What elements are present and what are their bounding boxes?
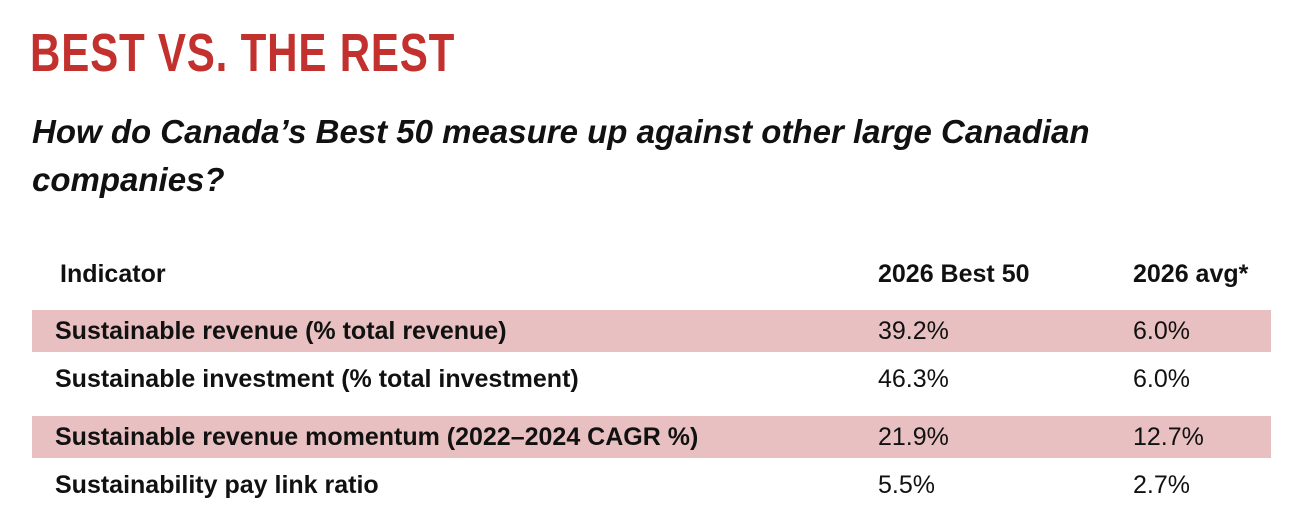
- column-header: Indicator: [60, 260, 166, 288]
- table-row: Sustainable revenue (% total revenue) 39…: [32, 310, 1271, 352]
- average-value: 6.0%: [1133, 317, 1190, 345]
- best-50-value: 46.3%: [878, 365, 949, 393]
- indicator: Sustainable revenue (% total revenue): [55, 317, 507, 345]
- best-50-value: 21.9%: [878, 423, 949, 451]
- table-row: Sustainable investment (% total investme…: [32, 358, 1271, 411]
- table: Indicator 2026 Best 50 2026 avg* Sustain…: [32, 252, 1271, 517]
- indicator: Sustainable revenue momentum (2022–2024 …: [55, 423, 699, 451]
- average-value: 6.0%: [1133, 365, 1190, 393]
- indicator: Sustainability pay link ratio: [55, 471, 379, 499]
- table-row: Sustainable revenue momentum (2022–2024 …: [32, 416, 1271, 458]
- header-row: Indicator 2026 Best 50 2026 avg*: [32, 252, 1271, 305]
- best-50-value: 5.5%: [878, 471, 935, 499]
- best-50-value: 39.2%: [878, 317, 949, 345]
- average-value: 12.7%: [1133, 423, 1204, 451]
- indicator: Sustainable investment (% total investme…: [55, 365, 579, 393]
- column-header: 2026 avg*: [1133, 260, 1249, 288]
- subtitle: How do Canada’s Best 50 measure up again…: [32, 113, 1090, 198]
- average-value: 2.7%: [1133, 471, 1190, 499]
- column-header: 2026 Best 50: [878, 260, 1030, 288]
- table-row: Sustainability pay link ratio 5.5% 2.7%: [32, 464, 1271, 517]
- title: BEST VS. THE REST: [30, 23, 456, 83]
